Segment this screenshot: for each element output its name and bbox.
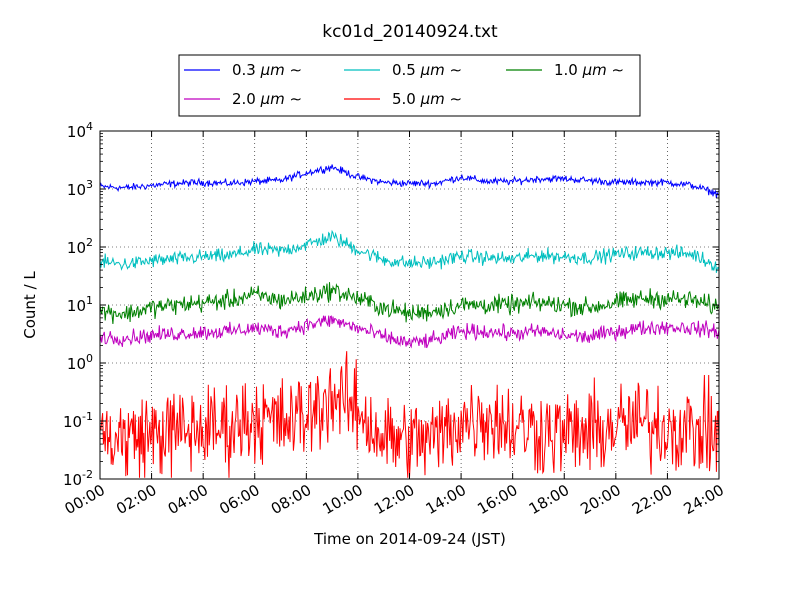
y-tick-label: 101	[67, 294, 93, 315]
y-tick-label: 10-1	[63, 410, 93, 431]
legend: 0.3 μm ∼ 0.5 μm ∼ 1.0 μm ∼ 2.0 μm ∼ 5.0 μm ∼	[178, 54, 641, 117]
axis-ticks	[99, 130, 720, 480]
x-axis-label: Time on 2014-09-24 (JST)	[313, 530, 506, 548]
series-lines	[99, 164, 720, 478]
chart-title: kc01d_20140924.txt	[322, 22, 498, 42]
legend-label-1-0: 1.0 μm ∼	[554, 61, 624, 79]
legend-label-0-5: 0.5 μm ∼	[392, 61, 462, 79]
series-line-0-5	[99, 229, 720, 273]
y-tick-label: 104	[67, 120, 93, 141]
legend-label-2-0: 2.0 μm ∼	[232, 90, 302, 108]
series-line-2-0	[99, 315, 720, 349]
series-line-1-0	[99, 282, 720, 325]
legend-box	[178, 54, 641, 117]
y-tick-label: 102	[67, 236, 93, 257]
series-line-0-3	[99, 164, 720, 199]
y-tick-label: 103	[67, 178, 93, 199]
y-tick-label: 100	[67, 352, 93, 373]
y-axis-label: Count / L	[21, 271, 39, 339]
y-tick-labels: 10-2 10-1 100 101 102 103 104	[63, 120, 93, 489]
legend-label-0-3: 0.3 μm ∼	[232, 61, 302, 79]
y-tick-label: 10-2	[63, 468, 93, 489]
legend-label-5-0: 5.0 μm ∼	[392, 90, 462, 108]
